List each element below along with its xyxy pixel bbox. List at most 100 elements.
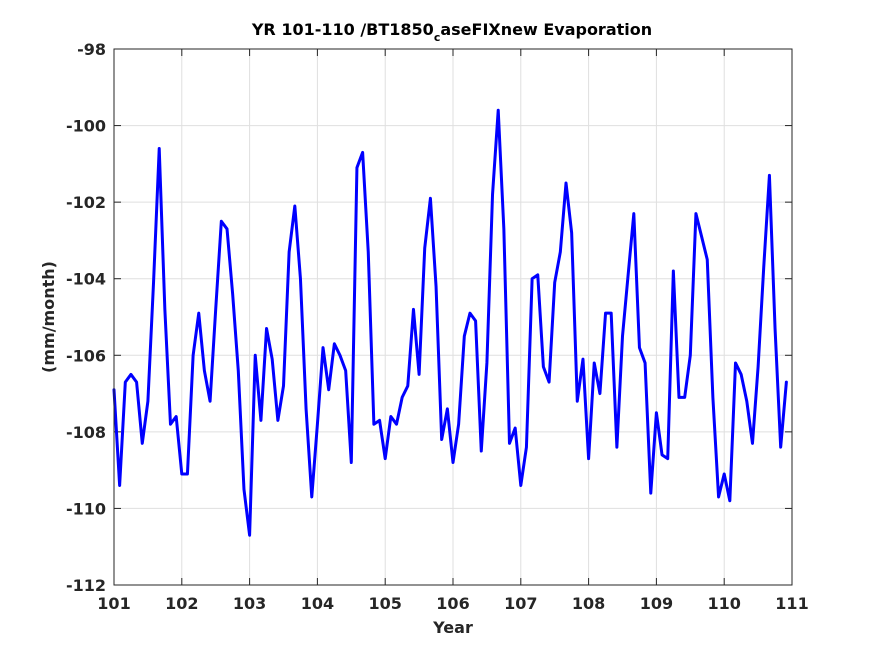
data-point [690,355,691,356]
data-point [289,251,290,252]
x-tick-label: 104 [301,594,334,613]
data-point [599,393,600,394]
data-point [339,355,340,356]
data-point [752,443,753,444]
data-point [447,408,448,409]
data-point [537,274,538,275]
y-tick-label: -112 [66,576,106,595]
data-point [458,424,459,425]
data-point [729,500,730,501]
data-point [701,236,702,237]
data-point [741,374,742,375]
data-point [616,447,617,448]
data-point [622,336,623,337]
data-point [645,362,646,363]
data-point [277,420,278,421]
x-tick-label: 111 [775,594,808,613]
data-point [763,267,764,268]
data-point [554,282,555,283]
data-point [712,397,713,398]
x-tick-label: 107 [504,594,537,613]
data-point [311,496,312,497]
data-point [441,439,442,440]
data-point [249,535,250,536]
y-tick-label: -100 [66,117,106,136]
data-point [373,424,374,425]
x-tick-label: 110 [707,594,740,613]
data-point [181,473,182,474]
data-point [119,485,120,486]
data-point [407,385,408,386]
data-point [176,416,177,417]
data-point [396,424,397,425]
x-tick-label: 109 [640,594,673,613]
data-point [543,366,544,367]
data-point [577,401,578,402]
data-point [243,489,244,490]
data-point [582,359,583,360]
data-point [492,194,493,195]
chart-title-subscript: c [434,31,441,44]
data-point [532,278,533,279]
data-point [684,397,685,398]
chart-title-rest: aseFIXnew Evaporation [440,20,652,39]
data-point [255,355,256,356]
data-point [334,343,335,344]
data-point [628,274,629,275]
data-point [221,221,222,222]
y-tick-label: -104 [66,270,106,289]
data-point [215,309,216,310]
data-point [323,347,324,348]
data-point [571,232,572,233]
x-tick-label: 106 [436,594,469,613]
data-point [419,374,420,375]
data-point [735,362,736,363]
data-point [758,366,759,367]
data-point [260,420,261,421]
data-point [662,454,663,455]
data-point [633,213,634,214]
data-point [503,228,504,229]
data-point [317,424,318,425]
data-point [509,443,510,444]
series-group [112,108,788,537]
data-point [673,271,674,272]
data-point [170,424,171,425]
data-point [707,259,708,260]
y-tick-label: -98 [77,40,106,59]
data-point [272,359,273,360]
data-point [328,389,329,390]
data-point [520,485,521,486]
data-point [566,183,567,184]
data-point [125,382,126,383]
x-tick-label: 108 [572,594,605,613]
data-point [413,309,414,310]
data-point [605,313,606,314]
x-tick-label: 103 [233,594,266,613]
data-point [724,473,725,474]
data-point [356,167,357,168]
x-tick-label: 105 [368,594,401,613]
data-point [667,458,668,459]
data-point [718,496,719,497]
data-point [430,198,431,199]
data-point [594,362,595,363]
data-point [746,401,747,402]
data-point [464,336,465,337]
data-point [526,447,527,448]
data-point [187,473,188,474]
data-point [232,294,233,295]
y-axis-label: (mm/month) [39,261,58,373]
data-point [306,408,307,409]
data-point [469,313,470,314]
data-point [294,205,295,206]
data-point [345,370,346,371]
data-point [475,320,476,321]
data-point [204,370,205,371]
data-point [238,370,239,371]
y-tick-label: -110 [66,499,106,518]
data-point [775,328,776,329]
data-point [453,462,454,463]
data-point [780,447,781,448]
